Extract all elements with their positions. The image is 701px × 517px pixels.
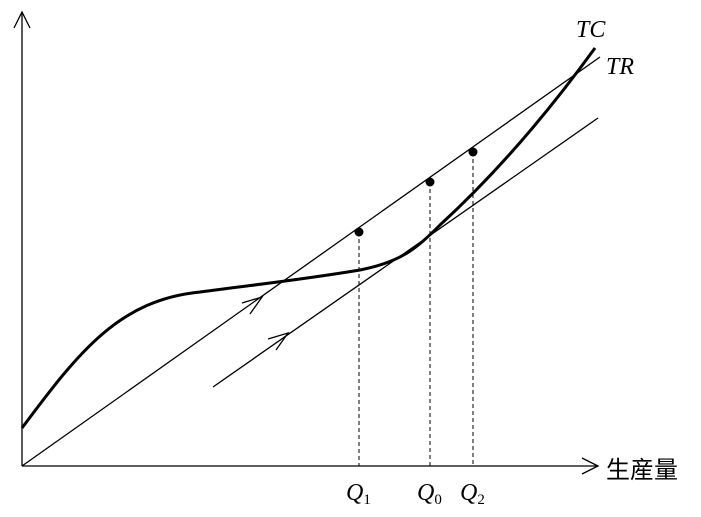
y-axis-arrow <box>13 10 31 29</box>
q-sub: 0 <box>434 492 442 508</box>
tc-curve <box>20 47 597 429</box>
q-letter: Q <box>346 480 363 506</box>
point <box>468 147 478 157</box>
q-letter: Q <box>417 480 434 506</box>
point <box>425 177 435 187</box>
tr-line <box>21 56 601 467</box>
quantity-label: Q2 <box>460 480 485 508</box>
q-letter: Q <box>460 480 477 506</box>
quantity-label: Q0 <box>417 480 442 508</box>
x-axis-arrow <box>581 457 600 475</box>
q-sub: 2 <box>477 492 485 508</box>
tc-label: TC <box>576 17 606 43</box>
direction-arrow <box>241 295 264 315</box>
q-sub: 1 <box>363 492 371 508</box>
tr-label: TR <box>606 54 634 80</box>
x-axis-label: 生産量 <box>606 457 678 484</box>
quantity-label: Q1 <box>346 480 371 508</box>
axes <box>13 10 600 475</box>
direction-arrow <box>267 331 290 351</box>
point <box>354 227 364 237</box>
